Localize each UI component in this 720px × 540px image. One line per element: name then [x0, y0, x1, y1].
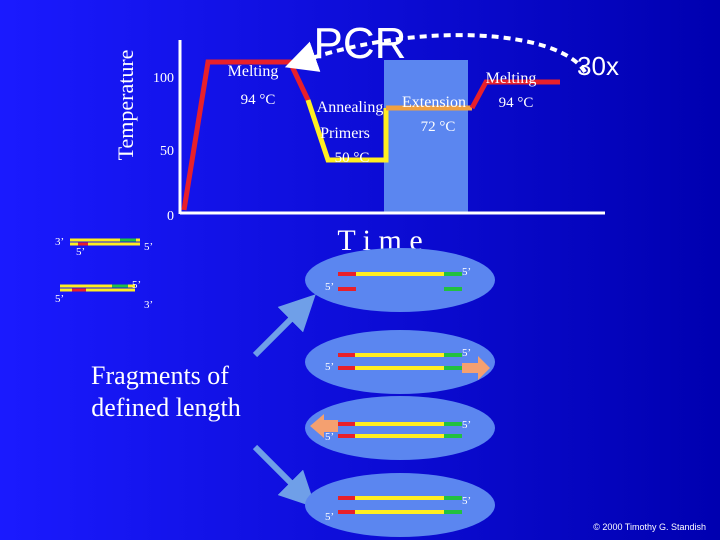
step-label: Melting: [228, 63, 279, 80]
melting-profile-2: [469, 79, 560, 110]
step-label: Annealing: [317, 99, 384, 116]
tick-label: 50: [160, 144, 174, 159]
strand-end: 5’: [462, 419, 471, 431]
template-strands: [60, 238, 140, 292]
flow-arrow: [252, 444, 316, 508]
annealing-profile: [305, 99, 389, 163]
strand-end: 5’: [325, 431, 334, 443]
caption: Fragments of: [91, 361, 229, 390]
title: PCR: [314, 19, 407, 68]
caption: defined length: [91, 393, 240, 422]
strand-end: 5’: [55, 293, 64, 305]
strand-end: 3’: [144, 299, 153, 311]
strand-end: 5’: [462, 266, 471, 278]
strand-panels: [305, 248, 495, 537]
y-axis-label: Temperature: [113, 50, 138, 161]
step-temp: 94 °C: [499, 95, 534, 111]
strand-end: 5’: [132, 279, 141, 291]
strand-end: 5’: [325, 281, 334, 293]
extension-shading: [384, 60, 468, 213]
strand-end: 5’: [144, 241, 153, 253]
step-label: Melting: [486, 70, 537, 87]
strand-end: 5’: [325, 511, 334, 523]
step-label: Extension: [402, 94, 466, 111]
melting-profile: [181, 59, 311, 211]
strand-end: 5’: [325, 361, 334, 373]
step-temp: 50 °C: [335, 150, 370, 166]
tick-label: 100: [153, 71, 174, 86]
step-sublabel: Primers: [320, 125, 370, 142]
step-temp: 72 °C: [421, 119, 456, 135]
strand-end: 5’: [462, 495, 471, 507]
strand-end: 5’: [76, 246, 85, 258]
copyright: © 2000 Timothy G. Standish: [593, 522, 706, 532]
strand-end: 3’: [55, 236, 64, 248]
flow-arrow: [252, 294, 316, 358]
tick-label: 0: [167, 209, 174, 224]
strand-end: 5’: [462, 347, 471, 359]
step-temp: 94 °C: [241, 92, 276, 108]
repeat-label: 30x: [577, 51, 619, 81]
